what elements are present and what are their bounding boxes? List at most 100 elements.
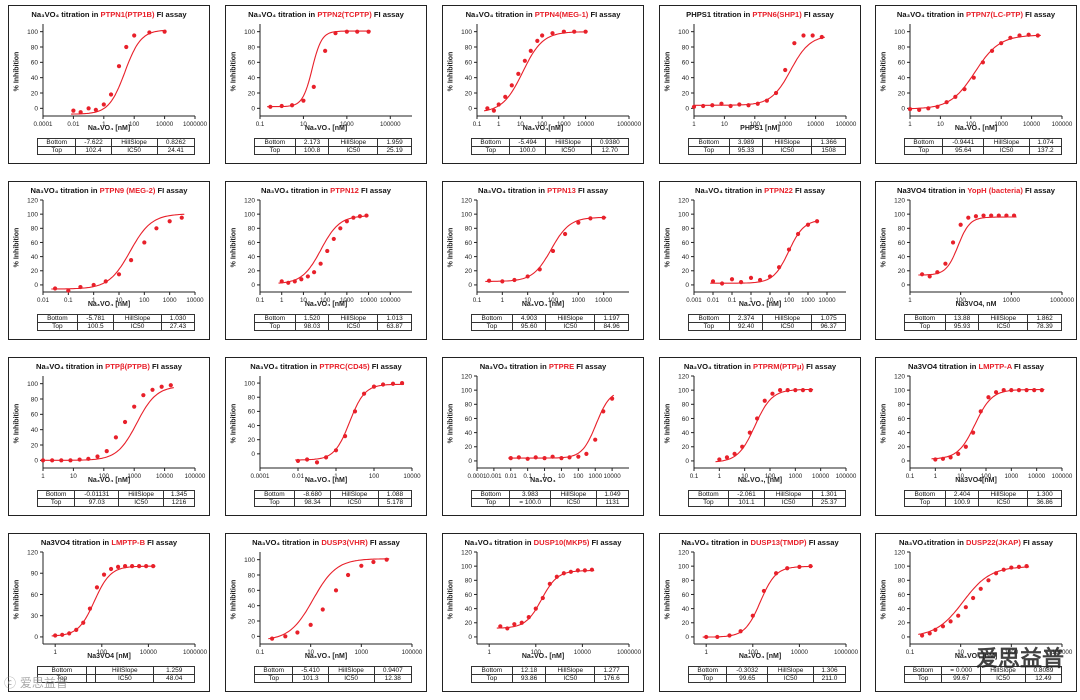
y-tick-label: 120 — [678, 197, 689, 204]
x-tick-label: 10000 — [1023, 121, 1041, 128]
param-label-top: Top — [254, 322, 296, 331]
x-tick-label: 1000 — [778, 121, 792, 128]
y-tick-label: 120 — [461, 373, 472, 380]
y-tick-label: 0 — [251, 451, 255, 458]
plot-area: 0 20 40 60 80 100 120 1 100 10000 1000000 — [894, 197, 1074, 304]
param-label-ic50: IC50 — [545, 674, 596, 683]
plot-area: 0 20 40 60 80 100 1 10 100 1000 10000 100000 — [678, 24, 857, 128]
param-label-ic50: IC50 — [980, 674, 1026, 683]
data-point — [719, 101, 724, 106]
data-point — [561, 571, 566, 576]
chart-title: Na₃VO₄ titration in PTPN12 FI assay — [226, 186, 426, 195]
param-value-bottom: -0.9441 — [942, 138, 985, 147]
param-label-hillslope: HillSlope — [549, 490, 597, 499]
title-suffix: FI assay — [792, 186, 825, 195]
x-tick-label: 100 — [369, 473, 380, 480]
data-point — [66, 288, 71, 293]
data-point — [785, 566, 790, 571]
data-point — [151, 564, 156, 569]
y-tick-label: 80 — [682, 226, 690, 233]
param-label-top: Top — [254, 146, 296, 155]
data-point — [588, 216, 593, 221]
x-tick-label: 1000 — [340, 121, 354, 128]
data-point — [104, 449, 109, 454]
x-tick-label: 1000 — [801, 297, 815, 304]
plot-area: 0 20 40 60 80 100 120 0.01 0.1 1 10 100 1000 10000 — [27, 197, 204, 304]
data-point — [610, 396, 615, 401]
plot-area: 0 20 40 60 80 100 0.1 10 1000 100000 — [244, 24, 412, 128]
data-point — [122, 419, 128, 425]
data-point — [996, 213, 1001, 218]
param-value-hillslope: 1.259 — [153, 666, 195, 675]
data-point — [919, 633, 925, 638]
title-prefix: Na₃VO₄ titration in — [465, 10, 535, 19]
param-label-ic50: IC50 — [549, 498, 597, 507]
x-tick-label: 10000 — [140, 649, 158, 656]
x-axis-label: Na₃VO₄ [nM] — [87, 477, 131, 484]
x-tick-label: 1000000 — [617, 121, 642, 128]
y-tick-label: 60 — [898, 240, 906, 247]
title-target: LMPTP-A — [978, 362, 1012, 371]
params-row: Top 99.65 IC50 211.0 — [687, 674, 846, 683]
fit-curve — [267, 30, 371, 108]
param-value-hillslope: 1.366 — [811, 138, 846, 147]
x-tick-label: 0.01 — [67, 121, 80, 128]
data-point — [770, 391, 775, 396]
x-tick-label: 100 — [320, 297, 331, 304]
data-point — [966, 215, 971, 220]
param-label-top: Top — [904, 498, 946, 507]
y-tick-label: 80 — [465, 578, 473, 585]
x-tick-label: 0.01 — [505, 473, 518, 480]
param-label-top: Top — [37, 322, 78, 331]
param-value-top: 101.1 — [727, 498, 766, 507]
title-target: PTPN4(MEG-1) — [534, 10, 589, 19]
chart-panel: Na₃VO₄ titration in DUSP3(VHR) FI assay%… — [225, 533, 427, 692]
params-row: Top 99.67 IC50 12.49 — [903, 674, 1063, 683]
fit-curve — [268, 558, 390, 640]
params-row: Top 92.40 IC50 96.37 — [688, 322, 846, 331]
title-suffix: FI assay — [574, 362, 607, 371]
param-label-top: Top — [470, 498, 511, 507]
data-point — [1026, 32, 1031, 37]
data-point — [516, 71, 521, 76]
data-point — [958, 222, 963, 227]
param-label-bottom: Bottom — [687, 666, 728, 675]
params-row: Top 95.60 IC50 84.96 — [471, 322, 629, 331]
plot-area: 0 20 40 60 80 100 120 0.1 1 10 100 1000 10000 100000 — [244, 197, 412, 304]
data-point — [963, 444, 968, 449]
y-tick-label: 20 — [248, 437, 256, 444]
param-value-bottom — [85, 666, 97, 675]
y-tick-label: 100 — [894, 563, 905, 570]
param-label-hillslope: HillSlope — [113, 314, 162, 323]
data-point — [292, 279, 297, 284]
data-point — [352, 409, 358, 414]
param-value-ic50: 1508 — [811, 146, 846, 155]
data-point — [727, 633, 732, 638]
data-point — [940, 456, 946, 461]
data-point — [331, 236, 336, 242]
fit-params-table: Bottom 2.173 HillSlope 1.959 Top 100.8 IC50 25.… — [254, 138, 412, 155]
y-tick-label: 60 — [682, 240, 690, 247]
param-label-bottom: Bottom — [470, 138, 511, 147]
x-tick-label: 0.1 — [906, 649, 915, 656]
y-tick-label: 40 — [31, 254, 39, 261]
chart-title: Na₃VO₄ titration in PTPN4(MEG-1) FI assa… — [443, 10, 643, 19]
param-label-top: Top — [903, 146, 944, 155]
y-tick-label: 40 — [898, 254, 906, 261]
y-tick-label: 20 — [31, 268, 39, 275]
y-tick-label: 80 — [465, 402, 473, 409]
x-axis-label: Na₃VO₄ [nM] — [304, 653, 348, 660]
data-point — [810, 33, 815, 38]
x-tick-label: 10 — [524, 297, 531, 304]
data-point — [962, 87, 967, 92]
data-point — [971, 75, 976, 80]
data-point — [1004, 213, 1009, 218]
data-point — [115, 564, 121, 569]
data-point — [519, 620, 524, 625]
data-point — [142, 240, 147, 245]
x-tick-label: 10000 — [818, 297, 836, 304]
param-value-ic50: 78.39 — [1027, 322, 1062, 331]
param-value-bottom: 3.983 — [509, 490, 551, 499]
chart-title: Na₃VO₄ titration in PTPRE FI assay — [443, 362, 643, 371]
data-point — [1011, 213, 1017, 218]
